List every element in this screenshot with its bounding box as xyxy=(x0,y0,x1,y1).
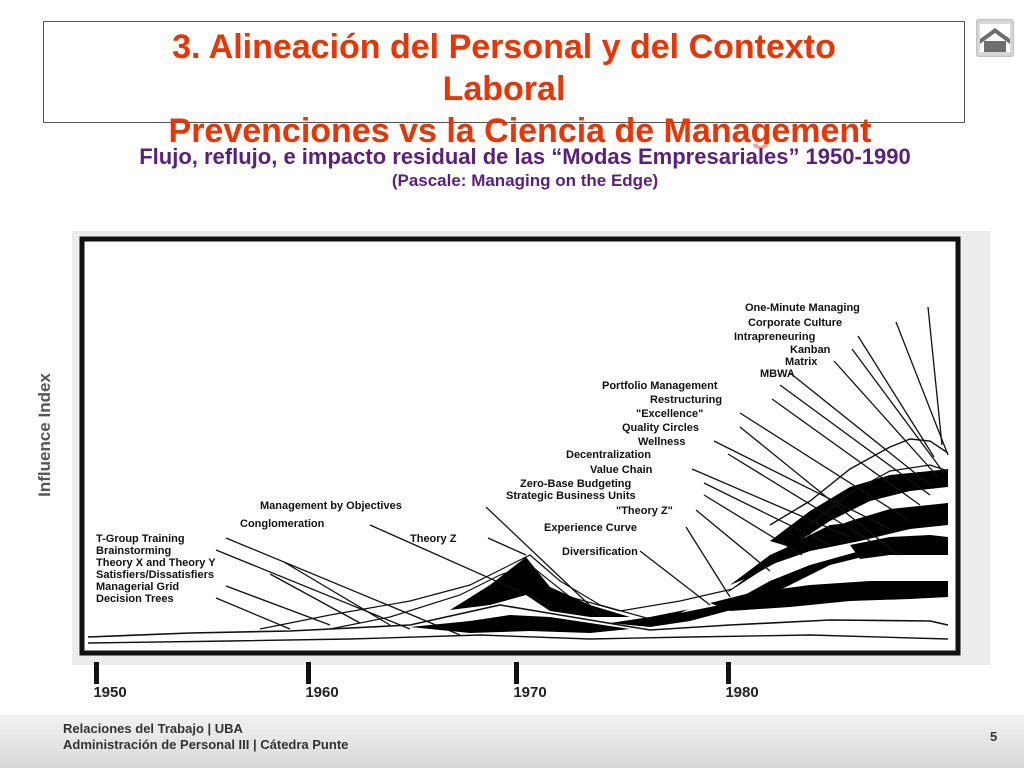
band-conglomeration xyxy=(410,615,630,633)
band-theory-z xyxy=(450,557,630,617)
fad-curve xyxy=(769,438,949,526)
series-label: Diversification xyxy=(562,546,638,558)
leader-line xyxy=(283,561,391,626)
x-tick-mark xyxy=(514,662,519,684)
x-tick-mark xyxy=(726,662,731,684)
slide-title-line-1: 3. Alineación del Personal y del Context… xyxy=(172,28,836,66)
x-tick-label: 1980 xyxy=(725,684,758,701)
series-label: Kanban xyxy=(790,344,831,356)
band-quality xyxy=(850,535,948,559)
baseline-curve xyxy=(87,634,949,644)
fad-curve xyxy=(809,464,949,526)
home-icon[interactable] xyxy=(976,19,1014,57)
leader-line xyxy=(703,482,831,546)
leader-line xyxy=(225,585,331,626)
series-label: Decision Trees xyxy=(96,593,174,605)
series-label: Strategic Business Units xyxy=(506,490,636,502)
leader-line xyxy=(215,549,411,630)
x-tick-mark xyxy=(306,662,311,684)
series-label: MBWA xyxy=(760,368,795,380)
leader-line xyxy=(225,537,461,636)
series-label: Satisfiers/Dissatisfiers xyxy=(96,569,214,581)
y-axis-label: Influence Index xyxy=(35,373,54,497)
chart-subtitle: Flujo, reflujo, e impacto residual de la… xyxy=(60,144,990,170)
series-label: Intrapreneuring xyxy=(734,331,815,343)
leader-line xyxy=(851,348,945,474)
footer-line-1: Relaciones del Trabajo | UBA xyxy=(63,721,243,736)
leader-line xyxy=(789,372,931,486)
series-label: Management by Objectives xyxy=(260,500,402,512)
leader-line xyxy=(895,321,949,456)
leader-line xyxy=(485,506,601,616)
leader-line xyxy=(727,453,871,542)
leader-line xyxy=(833,360,939,478)
series-label: Managerial Grid xyxy=(96,581,179,593)
leader-line xyxy=(269,573,361,624)
leader-line xyxy=(487,537,527,556)
band-excellence xyxy=(730,503,948,585)
series-label: Brainstorming xyxy=(96,545,171,557)
series-label: Experience Curve xyxy=(544,522,637,534)
chart-source: (Pascale: Managing on the Edge) xyxy=(391,171,659,190)
leader-line xyxy=(739,426,899,556)
series-label: Restructuring xyxy=(650,394,722,406)
series-label: Theory X and Theory Y xyxy=(96,557,216,569)
x-tick-mark xyxy=(94,662,99,684)
leader-line xyxy=(713,440,891,530)
series-label: T-Group Training xyxy=(96,533,185,545)
baseline-curve xyxy=(87,604,949,638)
series-label: Value Chain xyxy=(590,464,653,476)
title-box xyxy=(43,21,965,123)
footer-line-2: Administración de Personal III | Cátedra… xyxy=(63,737,349,752)
series-label: Quality Circles xyxy=(622,422,699,434)
series-label: One-Minute Managing xyxy=(745,302,860,314)
series-label: "Theory Z" xyxy=(616,505,673,517)
leader-line xyxy=(771,398,921,506)
series-label: Theory Z xyxy=(410,533,457,545)
slide-title-line-3: Prevenciones vs la Ciencia de Management xyxy=(168,112,872,150)
leader-line xyxy=(695,509,771,572)
leader-line xyxy=(639,550,711,606)
x-tick-label: 1960 xyxy=(305,684,338,701)
series-label: Matrix xyxy=(785,356,818,368)
series-label: Conglomeration xyxy=(240,518,325,530)
page-number: 5 xyxy=(990,729,998,744)
x-tick-label: 1970 xyxy=(513,684,546,701)
leader-line xyxy=(691,468,851,538)
footer-text: Relaciones del Trabajo | UBA Administrac… xyxy=(63,721,348,753)
leader-line xyxy=(779,384,931,496)
leader-line xyxy=(927,306,943,446)
x-tick-label: 1950 xyxy=(93,684,126,701)
series-label: Zero-Base Budgeting xyxy=(520,478,631,490)
leader-line xyxy=(685,526,731,598)
leader-line xyxy=(857,335,935,458)
fad-curve xyxy=(259,554,651,630)
leader-line xyxy=(369,524,551,606)
footer-bar xyxy=(0,715,1024,768)
band-culture xyxy=(770,469,948,547)
series-label: Decentralization xyxy=(566,449,651,461)
leader-line xyxy=(703,494,803,556)
series-label: Wellness xyxy=(638,436,686,448)
slide-title-line-2: Laboral xyxy=(442,70,566,108)
leader-line xyxy=(215,597,291,630)
series-label: Corporate Culture xyxy=(748,317,842,329)
series-label: "Excellence" xyxy=(636,408,703,420)
leader-line xyxy=(739,412,911,522)
band-value-chain xyxy=(710,581,948,611)
series-label: Portfolio Management xyxy=(602,380,718,392)
